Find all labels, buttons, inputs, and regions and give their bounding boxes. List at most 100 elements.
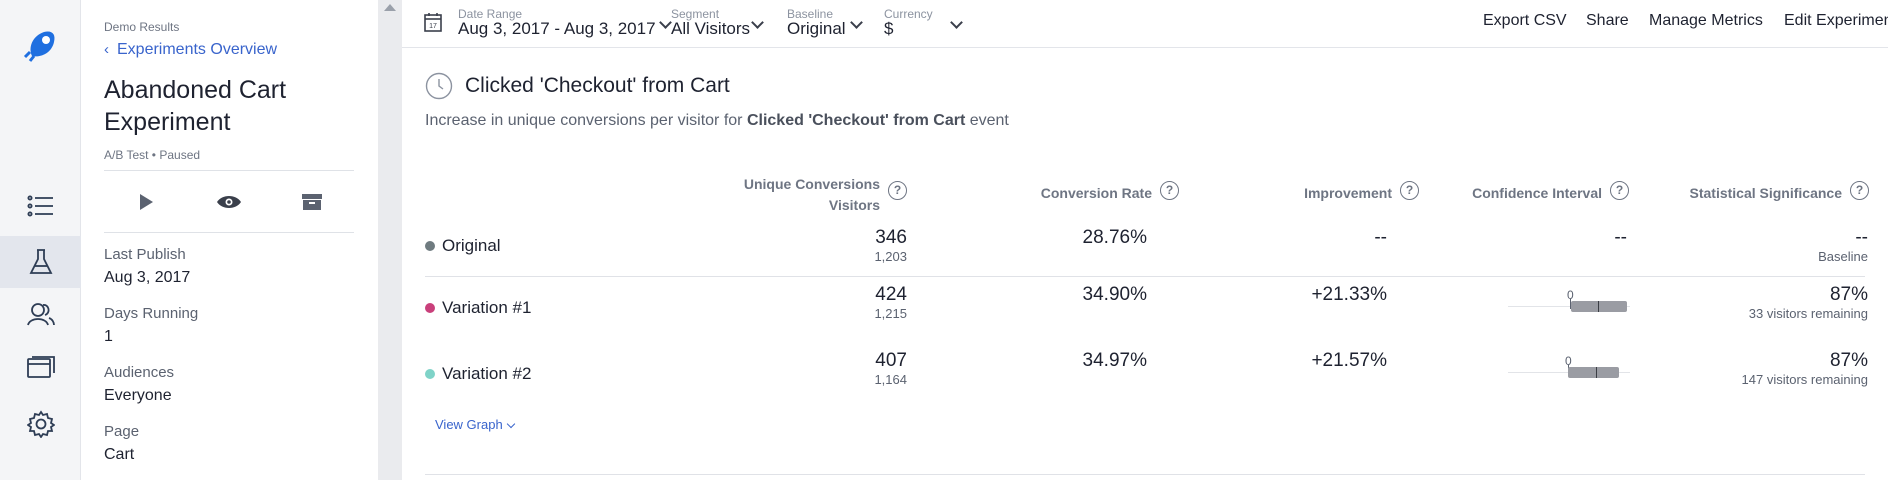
confidence-interval-value: -- [1614,227,1627,248]
conversions-cell: 407 1,164 [782,350,907,387]
variation-name: Original [442,236,501,255]
nav-pages-icon[interactable] [0,342,81,394]
ci-range-bar [1571,301,1627,312]
help-icon[interactable]: ? [1610,181,1629,200]
side-scrollbar[interactable] [378,0,402,480]
ci-zero-label: 0 [1565,354,1572,368]
last-publish-label: Last Publish [104,246,186,263]
visitors-value: 1,203 [874,249,907,264]
improvement-value: -- [1374,227,1387,248]
col-unique-conversions: Unique Conversions Visitors [680,174,880,216]
manage-metrics-button[interactable]: Manage Metrics [1649,12,1763,29]
date-range-label: Date Range [458,7,523,21]
share-button[interactable]: Share [1586,12,1629,29]
help-icon[interactable]: ? [1160,181,1179,200]
conversions-value: 407 [875,350,907,371]
currency-label: Currency [884,7,933,21]
nav-audiences-icon[interactable] [0,288,81,340]
days-running-value: 1 [104,328,113,345]
segment-value: All Visitors [671,19,751,38]
conversions-value: 424 [875,284,907,305]
view-graph-toggle[interactable]: View Graph [435,417,515,432]
row-divider [425,276,1865,277]
metric-description: Increase in unique conversions per visit… [425,112,1009,130]
currency-dropdown[interactable]: Currency $ [884,8,964,38]
improvement-value: +21.57% [1311,350,1387,371]
significance-value: 87% [1829,350,1868,371]
conversion-rate-value: 34.97% [1082,350,1147,371]
currency-value: $ [884,19,894,38]
chevron-down-icon [506,419,515,429]
export-csv-button[interactable]: Export CSV [1483,12,1567,29]
col-confidence-interval: Confidence Interval [1472,185,1602,201]
calendar-day: 17 [429,23,437,30]
metric-title: Clicked 'Checkout' from Cart [465,74,730,97]
ci-range-bar [1568,367,1619,378]
audiences-value: Everyone [104,387,172,404]
metric-desc-prefix: Increase in unique conversions per visit… [425,112,743,129]
nav-settings-gear-icon[interactable] [0,398,81,450]
variation-1: Variation #1 [425,298,531,318]
col-conversion-rate: Conversion Rate [1040,185,1152,201]
variation-name: Variation #2 [442,364,532,383]
improvement-value: +21.33% [1311,284,1387,305]
conversion-rate-value: 28.76% [1082,227,1147,248]
conversions-value: 346 [875,227,907,248]
variation-color-dot [425,369,435,379]
optimizely-logo-icon[interactable] [22,26,60,64]
col-unique-conversions-line1: Unique Conversions [743,176,880,192]
metric-desc-event: Clicked 'Checkout' from Cart [746,112,966,129]
help-icon[interactable]: ? [1400,181,1419,200]
divider [104,232,354,233]
archive-button[interactable] [294,184,330,220]
baseline-dropdown[interactable]: Baseline Original [787,8,877,38]
variation-color-dot [425,241,435,251]
preview-button[interactable] [211,184,247,220]
variation-name: Variation #1 [442,298,532,317]
scroll-up-arrow-icon[interactable] [384,4,396,11]
col-unique-conversions-line2: Visitors [828,197,880,213]
chevron-down-icon [659,16,672,29]
help-icon[interactable]: ? [888,181,907,200]
help-icon[interactable]: ? [1850,181,1869,200]
segment-label: Segment [671,7,720,21]
calendar-icon: 17 [424,13,442,32]
days-running-label: Days Running [104,305,199,322]
chevron-left-icon: ‹ [104,41,109,58]
eye-icon [216,196,241,208]
clock-icon [425,72,453,100]
metric-header: Clicked 'Checkout' from Cart [425,72,730,100]
breadcrumb-link-label: Experiments Overview [117,41,278,58]
edit-experiment-button[interactable]: Edit Experimen [1784,12,1888,29]
nav-experiments-flask-icon[interactable] [0,236,81,288]
significance-cell: 87% 147 visitors remaining [1692,350,1868,387]
baseline-label: Baseline [787,7,834,21]
col-improvement: Improvement [1304,185,1392,201]
variation-2: Variation #2 [425,364,531,384]
breadcrumb-back-link[interactable]: ‹ Experiments Overview [104,41,277,59]
variation-original: Original [425,236,501,256]
col-statistical-significance: Statistical Significance [1689,185,1843,201]
confidence-interval-chart: 0 [1508,288,1630,318]
nav-list-icon[interactable] [0,180,81,232]
conversion-rate-value: 34.90% [1082,284,1147,305]
results-toolbar: 17 Date Range Aug 3, 2017 - Aug 3, 2017 … [402,0,1888,48]
conversions-cell: 346 1,203 [782,227,907,264]
baseline-value: Original [787,19,846,38]
audiences-label: Audiences [104,364,175,381]
ci-midpoint [1598,301,1599,312]
section-divider [425,474,1865,475]
experiment-meta: A/B Test • Paused [104,148,201,162]
date-range-value: Aug 3, 2017 - Aug 3, 2017 [458,19,656,38]
visitors-value: 1,215 [874,306,907,321]
significance-cell: -- Baseline [1692,227,1868,264]
experiment-actions [104,183,354,221]
results-main: 17 Date Range Aug 3, 2017 - Aug 3, 2017 … [402,0,1888,480]
play-icon [139,194,153,210]
ci-zero-line [1570,299,1571,309]
experiment-title: Abandoned Cart Experiment [104,76,287,136]
play-button[interactable] [128,184,164,220]
experiment-detail-panel: Demo Results ‹ Experiments Overview Aband… [81,0,378,480]
segment-dropdown[interactable]: Segment All Visitors [671,8,781,38]
nav-rail [0,0,81,480]
